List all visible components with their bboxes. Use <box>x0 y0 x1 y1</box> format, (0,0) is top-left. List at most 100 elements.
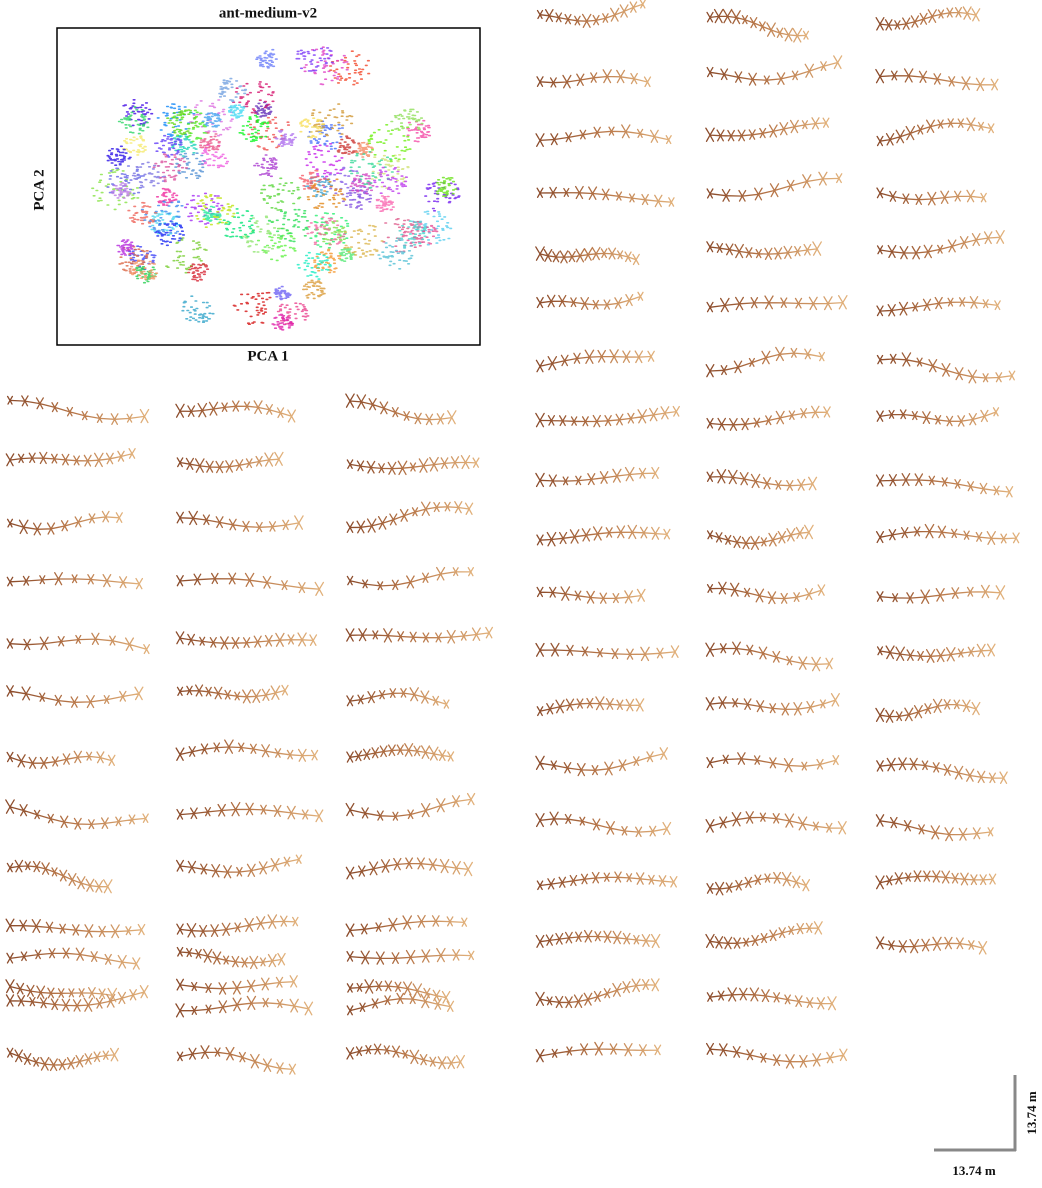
ant-trajectory <box>535 978 660 1009</box>
scatter-cluster <box>375 195 395 212</box>
scatter-cluster <box>296 251 332 280</box>
ant-trajectory <box>876 230 1005 260</box>
scatter-cluster <box>343 224 384 258</box>
scatter-cluster <box>195 194 236 228</box>
ant-trajectory <box>6 685 144 709</box>
ant-trajectory <box>875 936 988 955</box>
ant-trajectory <box>345 626 494 644</box>
ant-trajectory <box>705 117 830 143</box>
ant-trajectory <box>535 349 655 373</box>
ant-trajectory <box>876 352 1016 384</box>
ant-trajectory <box>176 914 299 938</box>
scatter-cluster <box>156 103 196 137</box>
scatter-cluster <box>187 263 210 282</box>
x-axis-label: PCA 1 <box>247 348 288 364</box>
scatter-cluster <box>154 220 186 247</box>
ant-trajectory <box>536 871 678 891</box>
ant-trajectory <box>875 814 994 842</box>
ant-trajectory <box>876 757 1008 784</box>
scatter-cluster <box>377 239 414 270</box>
ant-trajectory <box>176 572 325 596</box>
ant-trajectory <box>535 642 680 662</box>
ant-trajectory <box>176 1045 297 1075</box>
scatter-cluster <box>338 247 356 262</box>
scatter-cluster <box>106 164 145 196</box>
scatter-cluster <box>122 99 154 127</box>
scatter-cluster <box>254 101 273 118</box>
ant-trajectory <box>536 69 652 89</box>
ant-trajectory <box>876 117 995 147</box>
scatter-cluster <box>299 117 325 139</box>
ant-trajectory <box>6 395 150 425</box>
ant-trajectory <box>535 1041 662 1063</box>
ant-trajectory <box>6 750 116 769</box>
ant-trajectory <box>875 698 981 723</box>
ant-trajectory <box>706 469 818 491</box>
scatter-cluster <box>122 135 147 156</box>
ant-trajectory <box>346 743 455 763</box>
scatter-cluster <box>307 120 344 150</box>
ant-trajectory <box>536 0 646 28</box>
scatter-cluster <box>152 153 188 183</box>
ant-trajectory <box>345 393 457 426</box>
ant-trajectory <box>705 693 840 716</box>
ant-trajectory <box>5 799 149 830</box>
scatter-cluster <box>298 169 326 190</box>
ant-trajectory <box>346 992 455 1016</box>
scatter-cluster <box>305 212 350 249</box>
scatter-cluster <box>232 291 272 325</box>
scatter-cluster <box>348 151 394 189</box>
ant-trajectory <box>705 811 847 835</box>
ant-trajectory <box>175 739 319 762</box>
ant-trajectory <box>535 246 640 266</box>
scatter-cluster <box>232 81 275 114</box>
ant-trajectory <box>5 448 136 468</box>
ant-trajectory <box>536 291 644 310</box>
scatter-cluster <box>396 220 427 248</box>
ant-trajectory <box>5 979 118 1003</box>
scatter-cluster <box>253 154 278 178</box>
ant-trajectory <box>176 946 286 970</box>
scatter-cluster <box>227 104 246 119</box>
scatter-cluster <box>140 200 184 236</box>
ant-trajectory <box>875 6 981 31</box>
scatter-cluster <box>329 50 371 86</box>
scatter-cluster <box>116 239 135 256</box>
ant-trajectory <box>175 854 303 879</box>
scatter-cluster <box>304 143 344 178</box>
ant-trajectory <box>5 918 146 939</box>
ant-trajectory <box>6 1047 120 1072</box>
panel-title: ant-medium-v2 <box>219 5 317 21</box>
ant-trajectory <box>535 466 660 488</box>
ant-trajectory <box>535 747 669 777</box>
scatter-cluster <box>370 154 410 189</box>
scatter-cluster <box>154 134 183 158</box>
scatter-cluster <box>110 182 132 199</box>
ant-trajectory <box>875 523 1020 545</box>
ant-trajectory <box>6 947 141 970</box>
ant-trajectory <box>345 914 468 937</box>
scatter-cluster <box>310 103 354 137</box>
scatter-cluster <box>276 302 310 325</box>
ant-trajectory <box>346 501 474 534</box>
scatter-cluster <box>106 145 132 166</box>
y-axis-label: PCA 2 <box>31 169 47 210</box>
scatter-cluster <box>131 161 167 188</box>
ant-trajectory <box>706 524 814 550</box>
ant-trajectory <box>345 1043 465 1070</box>
ant-trajectory <box>706 405 831 431</box>
ant-trajectory <box>536 696 645 717</box>
scatter-cluster <box>271 313 295 331</box>
ant-trajectory <box>346 566 474 591</box>
scatter-cluster <box>267 208 309 243</box>
ant-trajectory <box>176 510 304 533</box>
ant-trajectory <box>876 407 1000 427</box>
scatter-cluster <box>218 208 255 239</box>
ant-trajectory <box>876 643 996 663</box>
ant-trajectory <box>175 400 297 423</box>
scatter-cluster <box>406 119 432 143</box>
scatter-cluster <box>255 48 278 69</box>
scatter-cluster <box>306 216 346 246</box>
ant-trajectory <box>706 241 822 260</box>
